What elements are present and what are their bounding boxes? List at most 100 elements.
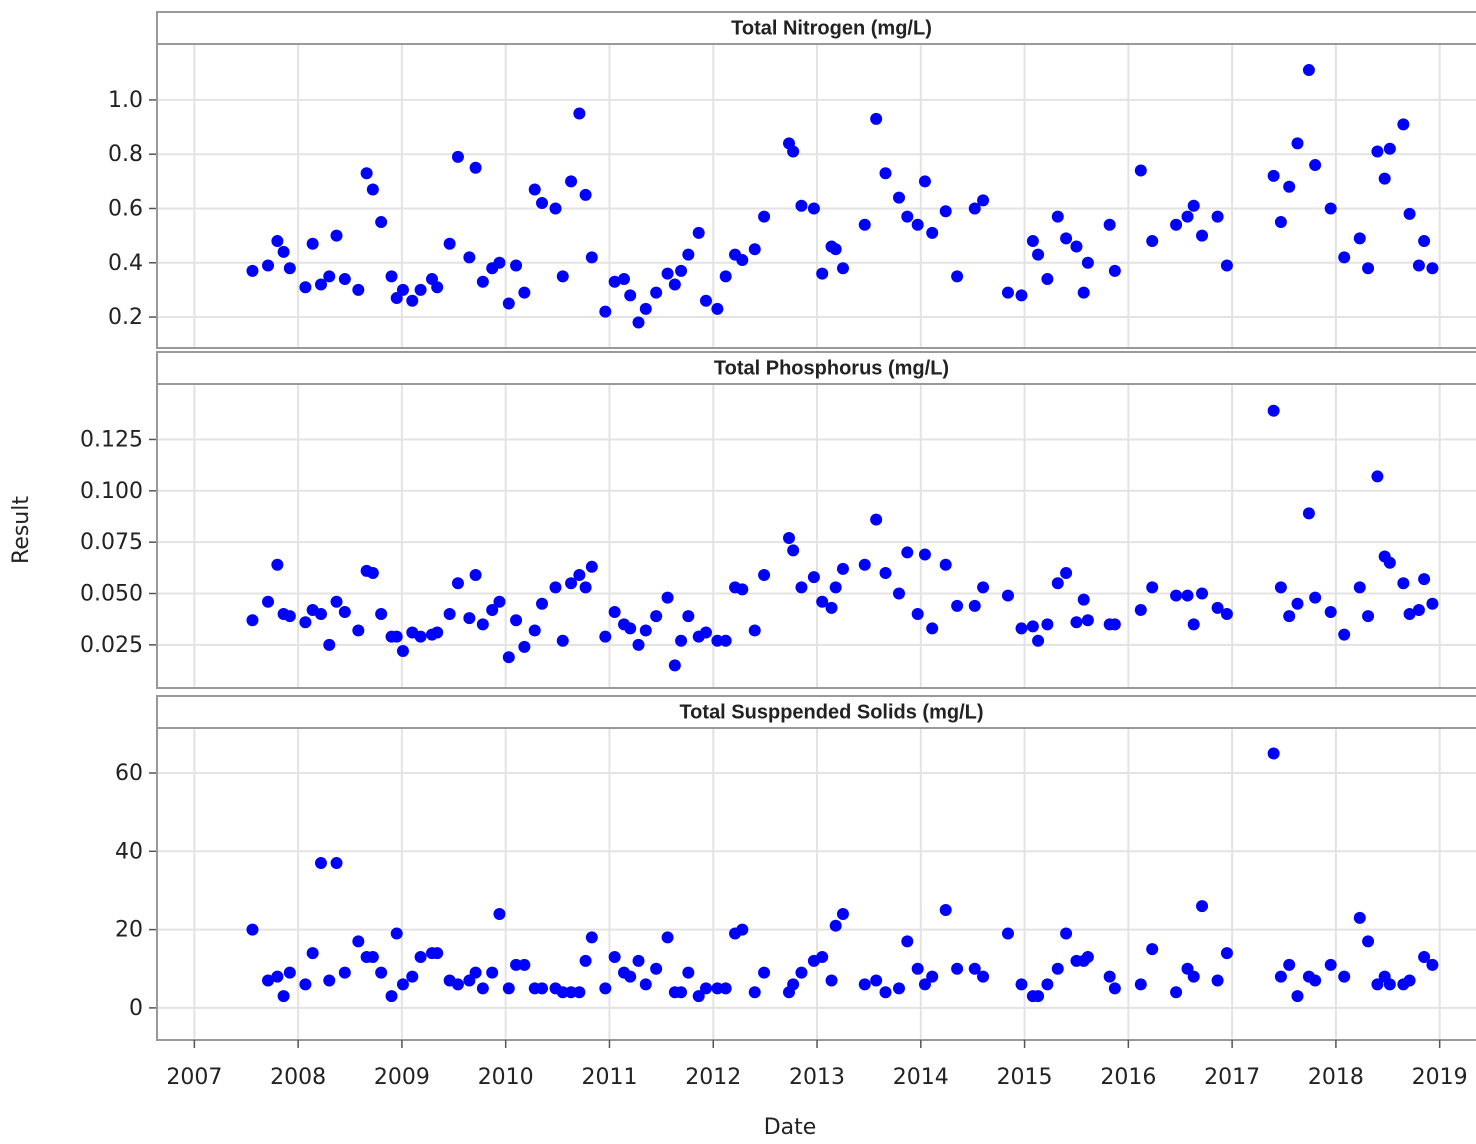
point [1001, 927, 1014, 940]
point [719, 982, 732, 995]
y-tick-label: 0.125 [80, 427, 143, 452]
point [271, 970, 284, 983]
point [1283, 958, 1296, 971]
point [951, 962, 964, 975]
point [396, 645, 409, 658]
point [787, 544, 800, 557]
point [968, 962, 981, 975]
point [632, 954, 645, 967]
point [758, 569, 771, 582]
plot-frame [156, 383, 1476, 689]
point [816, 951, 829, 964]
point [624, 622, 637, 635]
panel-title: Total Susppended Solids (mg/L) [679, 701, 983, 723]
point [939, 205, 952, 218]
point [870, 974, 883, 987]
point [918, 548, 931, 561]
point [879, 566, 892, 579]
point [299, 616, 312, 629]
point [510, 259, 523, 272]
point [1187, 199, 1200, 212]
point [1324, 202, 1337, 215]
point [893, 191, 906, 204]
point [469, 569, 482, 582]
point [682, 248, 695, 261]
point [650, 610, 663, 623]
point [639, 302, 652, 315]
point [338, 966, 351, 979]
point [493, 595, 506, 608]
point [1324, 958, 1337, 971]
x-tick-label: 2015 [997, 1065, 1053, 1090]
point [390, 927, 403, 940]
point [314, 857, 327, 870]
point [939, 904, 952, 917]
point [556, 270, 569, 283]
point [795, 581, 808, 594]
point [608, 275, 621, 288]
point [528, 183, 541, 196]
point [1196, 587, 1209, 600]
point [1309, 159, 1322, 172]
point [579, 581, 592, 594]
point [536, 597, 549, 610]
point [1338, 628, 1351, 641]
x-tick-label: 2010 [478, 1065, 534, 1090]
x-tick-label: 2016 [1100, 1065, 1156, 1090]
point [879, 167, 892, 180]
point [736, 923, 749, 936]
point [1383, 978, 1396, 991]
point [758, 210, 771, 223]
point [1220, 608, 1233, 621]
point [375, 216, 388, 229]
point [1041, 618, 1054, 631]
point [1362, 262, 1375, 275]
point [807, 571, 820, 584]
point [306, 237, 319, 250]
point [476, 618, 489, 631]
point [736, 583, 749, 596]
point [536, 197, 549, 210]
point [414, 630, 427, 643]
point [1291, 597, 1304, 610]
point [502, 651, 515, 664]
point [1418, 235, 1431, 248]
point [1146, 581, 1159, 594]
point [893, 982, 906, 995]
point [901, 546, 914, 559]
point [879, 986, 892, 999]
point [585, 251, 598, 264]
point [675, 264, 688, 277]
point [1103, 970, 1116, 983]
point [431, 281, 444, 294]
y-tick-label: 60 [115, 761, 143, 786]
point [1383, 556, 1396, 569]
point [390, 292, 403, 305]
point [366, 951, 379, 964]
point [1181, 589, 1194, 602]
point [1418, 951, 1431, 964]
point [1403, 207, 1416, 220]
point [1170, 589, 1183, 602]
point [518, 640, 531, 653]
point [829, 243, 842, 256]
point [1026, 620, 1039, 633]
point [1134, 603, 1147, 616]
point [299, 281, 312, 294]
point [1426, 262, 1439, 275]
point [396, 978, 409, 991]
point [608, 951, 621, 964]
plot-frame [156, 43, 1476, 349]
y-axis-label: Result [9, 496, 34, 564]
point [502, 982, 515, 995]
point [1274, 970, 1287, 983]
point [1081, 614, 1094, 627]
point [1418, 573, 1431, 586]
point [277, 990, 290, 1003]
point [829, 919, 842, 932]
point [1267, 169, 1280, 182]
point [608, 606, 621, 618]
point [352, 935, 365, 948]
point [1274, 581, 1287, 594]
point [1041, 273, 1054, 286]
